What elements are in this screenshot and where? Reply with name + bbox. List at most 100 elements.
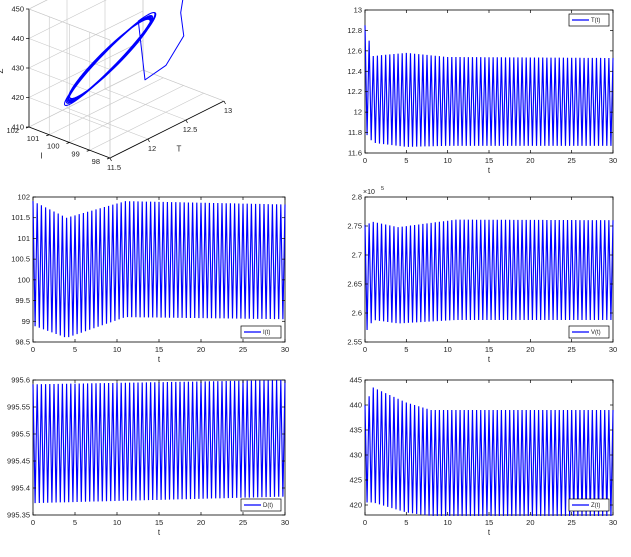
x-tick-label: 20 (197, 345, 205, 354)
plot-d: 0 5 10 15 20 25 30 995.35 995.4 995.45 995.5 995.55… (7, 376, 289, 538)
x-tick-label: 20 (197, 518, 205, 527)
x-tick-label: 5 (404, 345, 408, 354)
y-tick-label: 101 (27, 134, 40, 143)
y-tick-label: 99 (22, 317, 30, 326)
x-tick-label: 25 (567, 518, 575, 527)
grid-line (28, 0, 48, 10)
x-tick-label: 25 (567, 345, 575, 354)
y-tick-label: 995.55 (7, 403, 30, 412)
y-tick-label: 101 (17, 234, 30, 243)
x-axis-label: t (488, 528, 491, 537)
x-tick-label: 0 (31, 518, 35, 527)
x-tick-label: 12 (148, 144, 156, 153)
x-tick-label: 12.5 (183, 125, 198, 134)
y-tick-label: 98.5 (15, 338, 30, 347)
z-tick-label: 420 (11, 93, 24, 102)
x-tick-label: 10 (113, 518, 121, 527)
grid-line (28, 69, 144, 128)
z-tick-label: 440 (11, 34, 24, 43)
x-tick-mark (185, 119, 188, 124)
y-tick-label: 2.65 (347, 280, 362, 289)
x-tick-label: 5 (73, 345, 77, 354)
legend: V(t) (568, 325, 610, 339)
x-tick-label: 5 (73, 518, 77, 527)
series-line-z (364, 387, 614, 517)
x-tick-label: 13 (224, 106, 232, 115)
z-tick-label: 430 (11, 64, 24, 73)
y-tick-label: 995.6 (11, 376, 30, 385)
y-tick-mark (46, 134, 50, 137)
y-tick-label: 2.7 (352, 251, 362, 260)
x-tick-label: 20 (526, 345, 534, 354)
x-tick-label: 30 (281, 518, 289, 527)
x-tick-label: 0 (363, 345, 367, 354)
y-tick-label: 98 (92, 157, 100, 166)
y-tick-label: 102 (17, 193, 30, 202)
legend: I(t) (240, 325, 282, 339)
x-tick-label: 15 (155, 518, 163, 527)
y-tick-mark (86, 149, 90, 152)
x-tick-label: 10 (443, 345, 451, 354)
x-tick-mark (109, 157, 112, 162)
y-tick-label: 12.4 (347, 67, 362, 76)
legend-label: V(t) (591, 330, 601, 336)
y-tick-label: 430 (349, 451, 362, 460)
y-exponent-value: 5 (381, 186, 384, 192)
x-tick-label: 10 (443, 518, 451, 527)
grid-line (28, 10, 144, 69)
x-tick-label: 5 (404, 156, 408, 165)
axis-line-t (109, 100, 225, 159)
y-tick-mark (106, 157, 111, 160)
x-tick-label: 25 (239, 345, 247, 354)
x-axis-label: t (488, 355, 491, 364)
x-tick-label: 5 (404, 518, 408, 527)
plot-i: 0 5 10 15 20 25 30 98.5 99 99.5 100 100.5 101 101.5 10… (11, 193, 289, 365)
x-tick-label: 0 (363, 518, 367, 527)
x-tick-label: 30 (609, 156, 617, 165)
z-axis-label: Z (0, 68, 5, 73)
y-tick-label: 100.5 (11, 255, 30, 264)
legend: T(t) (568, 13, 610, 27)
y-tick-label: 995.45 (7, 457, 30, 466)
y-exponent-label: ×10 (363, 189, 375, 196)
x-axis-label: t (158, 355, 161, 364)
legend-label: I(t) (263, 330, 270, 336)
x-tick-label: 15 (485, 156, 493, 165)
y-tick-label: 2.75 (347, 222, 362, 231)
x-tick-label: 15 (485, 345, 493, 354)
legend-label: Z(t) (591, 503, 600, 509)
x-tick-label: 10 (113, 345, 121, 354)
x-tick-label: 11.5 (107, 163, 121, 172)
grid-line (28, 8, 111, 41)
y-tick-label: 995.35 (7, 511, 30, 520)
legend-label: D(t) (263, 503, 273, 509)
y-tick-mark (66, 142, 70, 144)
y-tick-label: 12.6 (347, 46, 362, 55)
y-tick-label: 425 (349, 476, 362, 485)
plot-z: 0 5 10 15 20 25 30 420 425 430 435 440 445 t Z(t) (349, 376, 617, 538)
grid-line (142, 69, 225, 102)
y-tick-label: 100 (17, 275, 30, 284)
y-tick-label: 12.8 (347, 26, 362, 35)
grid-line (49, 77, 164, 136)
grid-line (28, 0, 107, 39)
y-tick-label: 100 (47, 142, 60, 151)
y-tick-label: 995.4 (11, 484, 30, 493)
x-tick-label: 15 (485, 518, 493, 527)
plot-v: 0 5 10 15 20 25 30 2.55 2.6 2.65 2.7 2.75 2.8 t ×10 5 V(… (347, 186, 617, 364)
legend: D(t) (240, 498, 282, 512)
y-tick-label: 420 (349, 501, 362, 510)
x-axis-label: t (158, 528, 161, 537)
plot-frame (364, 196, 614, 343)
x-tick-mark (223, 100, 226, 105)
y-tick-label: 102 (6, 126, 19, 135)
z-tick-label: 410 (11, 123, 24, 132)
y-tick-label: 12.2 (347, 87, 362, 96)
series-line-v (364, 219, 614, 330)
y-tick-label: 435 (349, 426, 362, 435)
plot-frame (364, 379, 614, 516)
y-axis-label: I (40, 152, 42, 161)
grid-line (69, 85, 184, 143)
